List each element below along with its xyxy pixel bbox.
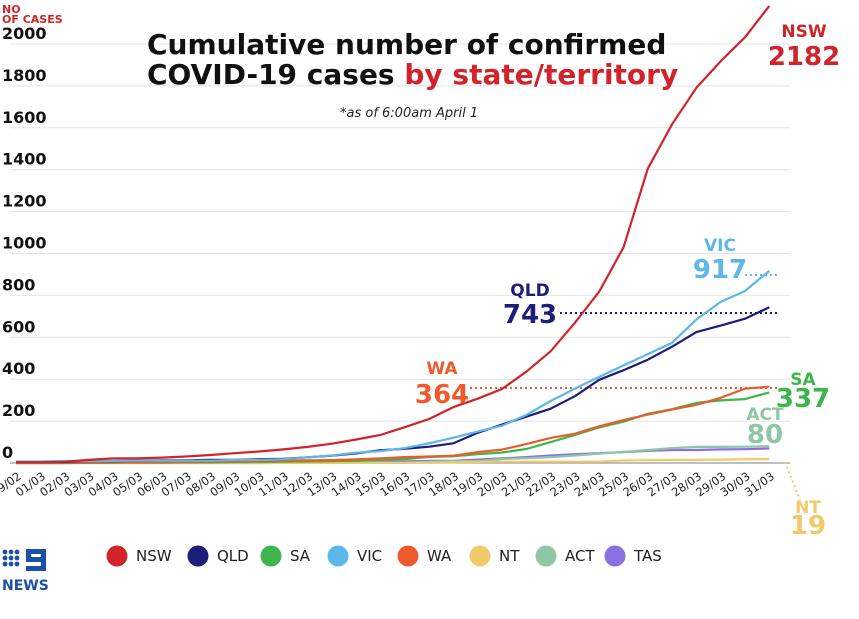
chart-title-line2: COVID-19 cases by state/territory [147, 58, 678, 91]
y-tick-label: 400 [2, 359, 35, 378]
nine-news-logo: NEWS [2, 549, 49, 594]
callout-name: QLD [510, 281, 549, 301]
nine-logo-icon [2, 549, 46, 571]
legend-item-wa: WA [397, 545, 452, 567]
callout-ref-line [784, 461, 801, 501]
y-tick-label: 800 [2, 275, 35, 294]
legend-item-nsw: NSW [106, 545, 172, 567]
legend-swatch [397, 545, 419, 567]
y-tick-label: 600 [2, 317, 35, 336]
legend-item-nt: NT [469, 545, 520, 567]
callout-value: 337 [776, 384, 830, 414]
legend-swatch [260, 545, 282, 567]
y-axis-label-line1: NO [2, 3, 21, 16]
legend-item-tas: TAS [604, 545, 662, 567]
legend-swatch [535, 545, 557, 567]
x-axis-ticks: 29/0201/0302/0303/0304/0305/0306/0307/03… [0, 469, 777, 499]
y-tick-label: 1800 [2, 66, 47, 85]
callout-value: 2182 [768, 42, 840, 72]
callout-name: NSW [781, 22, 826, 42]
series-lines [16, 5, 771, 465]
y-axis-label-line2: OF CASES [2, 13, 63, 26]
legend-label: VIC [357, 547, 382, 565]
callout-value: 743 [503, 300, 557, 330]
legend-swatch [604, 545, 626, 567]
callout-name: VIC [704, 236, 736, 256]
callout-value: 364 [415, 380, 469, 410]
reference-lines [470, 274, 801, 501]
series-line-vic [16, 270, 771, 463]
legend-item-vic: VIC [327, 545, 382, 567]
callout-name: WA [426, 359, 458, 379]
chart-subtitle: *as of 6:00am April 1 [340, 106, 478, 121]
series-line-nsw [16, 5, 771, 464]
series-line-sa [16, 391, 770, 465]
callout-name: NT [795, 498, 821, 518]
legend-item-act: ACT [535, 545, 595, 567]
legend-swatch [469, 545, 491, 567]
legend-swatch [187, 545, 209, 567]
grid-lines [10, 43, 790, 422]
y-tick-label: 1400 [2, 150, 47, 169]
legend-label: SA [290, 547, 311, 565]
legend-item-sa: SA [260, 545, 311, 567]
callout-value: 80 [747, 420, 783, 450]
series-line-wa [16, 385, 770, 464]
callout-name: SA [790, 370, 816, 390]
callout-value: 917 [693, 255, 747, 285]
chart-title-line1: Cumulative number of confirmed [147, 28, 666, 61]
y-tick-label: 1600 [2, 108, 47, 127]
legend-label: NT [499, 547, 520, 565]
legend-swatch [106, 545, 128, 567]
y-tick-label: 200 [2, 401, 35, 420]
y-tick-label: 0 [2, 443, 13, 462]
legend-swatch [327, 545, 349, 567]
legend-label: QLD [217, 547, 249, 565]
chart-title-red: by state/territory [404, 58, 678, 91]
chart-title-black: COVID-19 cases [147, 58, 404, 91]
callout-name: ACT [746, 405, 784, 425]
legend-label: TAS [633, 547, 662, 565]
legend-item-qld: QLD [187, 545, 249, 567]
legend-label: NSW [136, 547, 172, 565]
y-tick-label: 1200 [2, 192, 47, 211]
y-tick-label: 1000 [2, 234, 47, 253]
legend-label: ACT [565, 547, 595, 565]
legend-label: WA [427, 547, 452, 565]
legend: NSW QLD SA VIC WA NT ACT TAS [106, 545, 662, 567]
series-line-qld [16, 306, 770, 464]
callout-value: 19 [790, 511, 826, 541]
y-axis-ticks: 0 200 400 600 800 1000 1200 1400 1600 1800 2000 [2, 24, 47, 462]
nine-news-text: NEWS [2, 578, 49, 594]
y-tick-label: 2000 [2, 24, 47, 43]
